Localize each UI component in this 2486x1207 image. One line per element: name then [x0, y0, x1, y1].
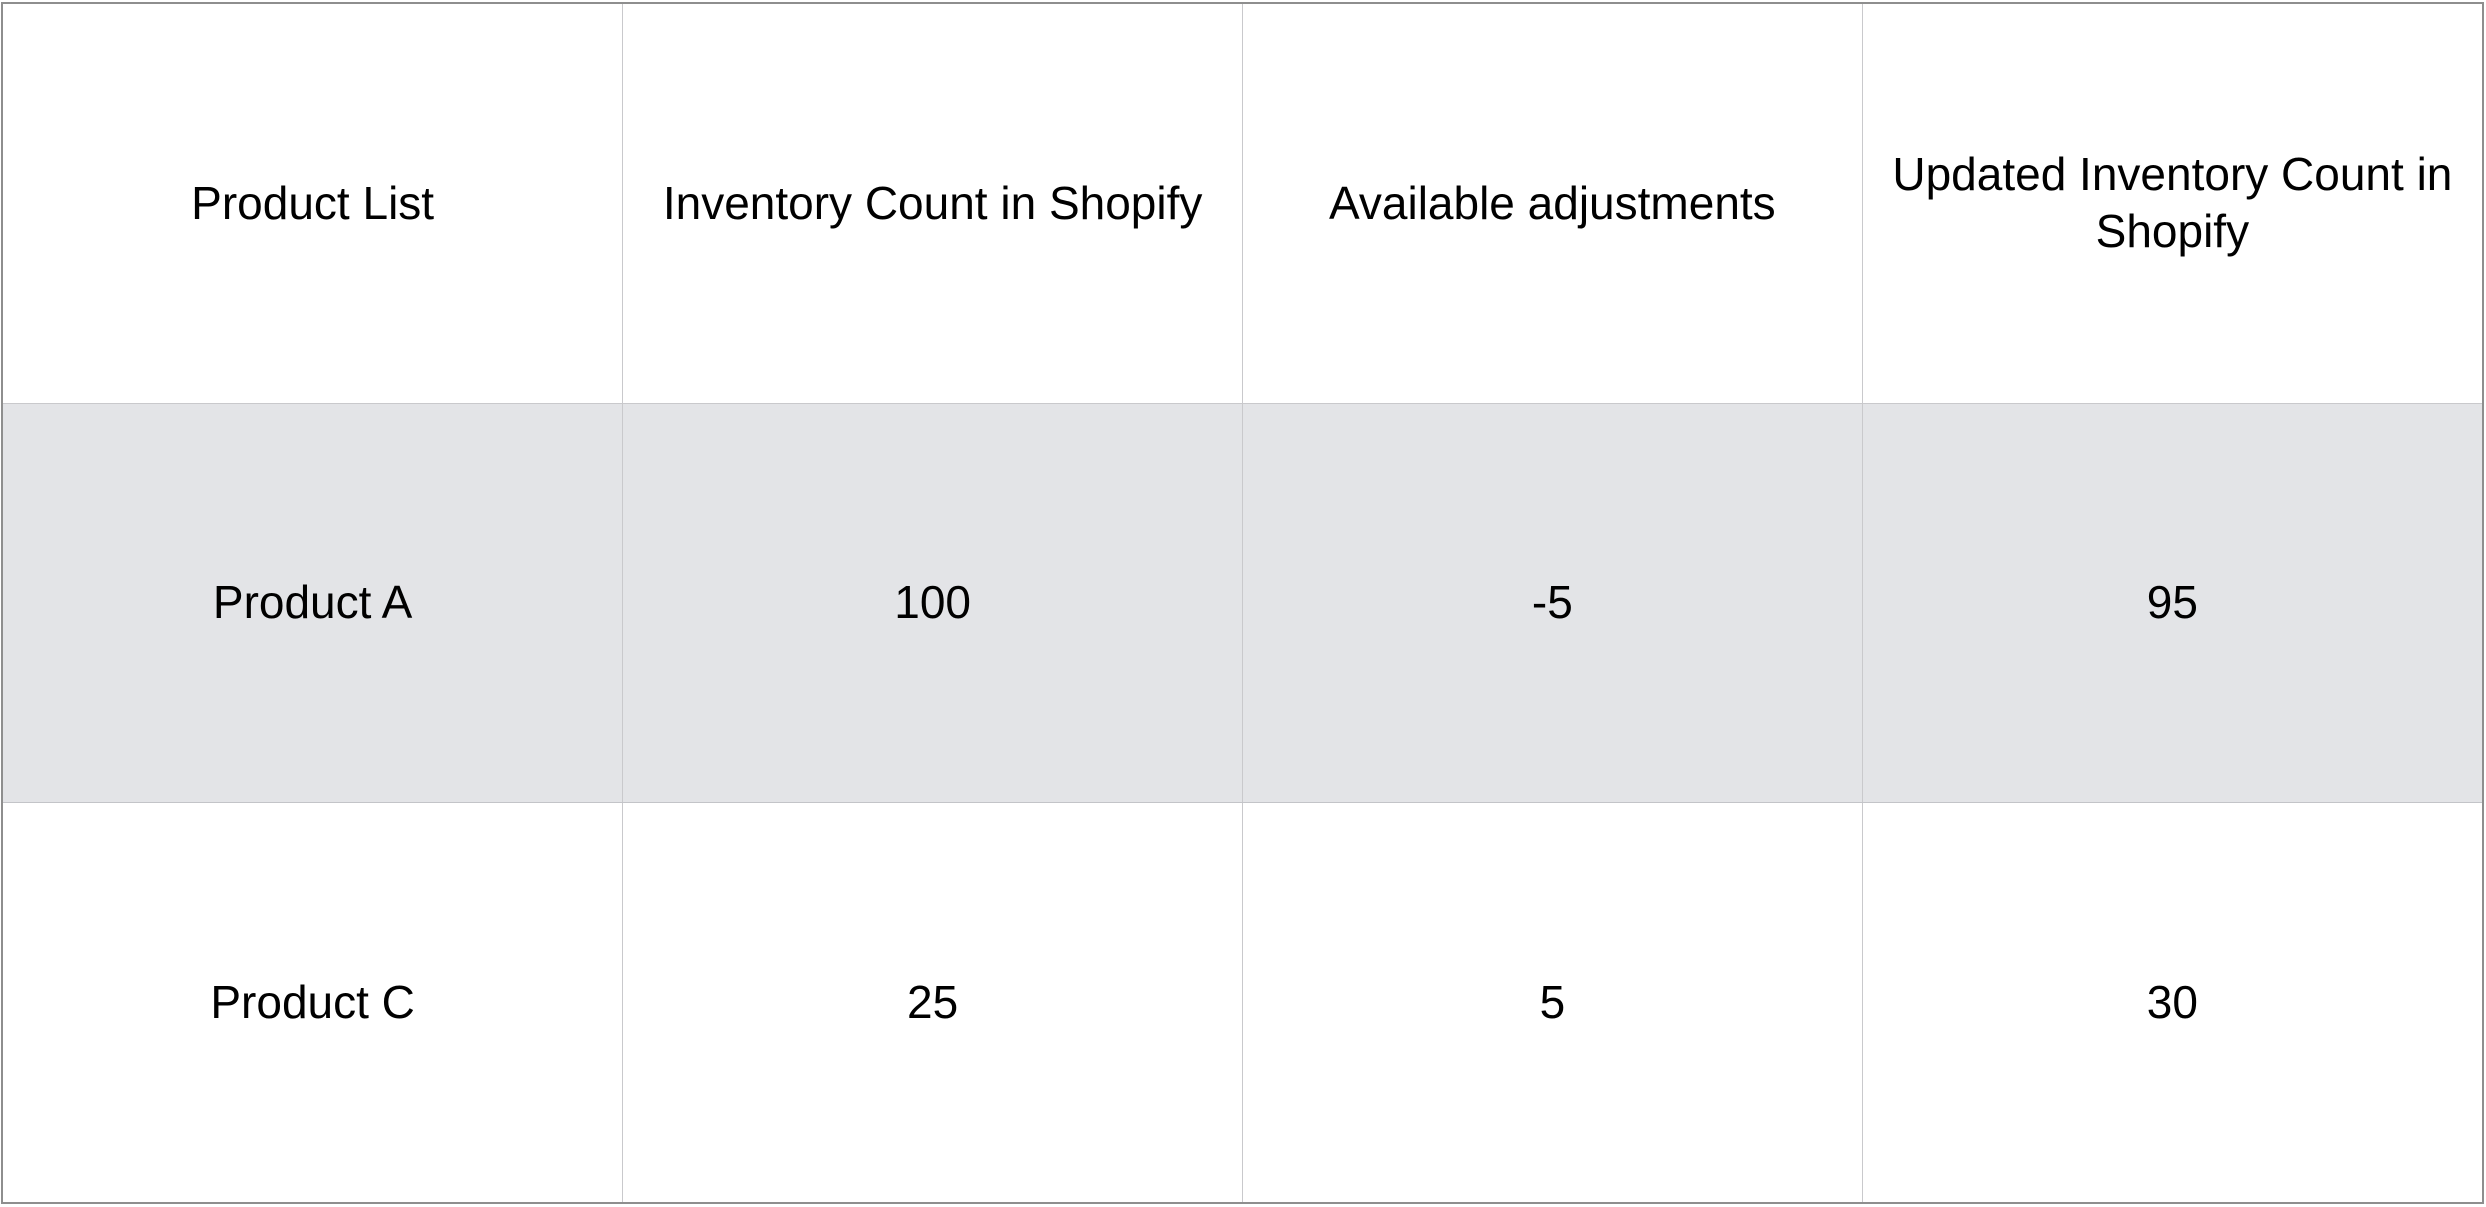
header-inventory-count: Inventory Count in Shopify: [622, 4, 1243, 404]
cell-product-name: Product C: [3, 802, 624, 1202]
header-product-list: Product List: [3, 4, 624, 404]
cell-updated-count: 30: [1861, 802, 2482, 1202]
inventory-table: Product List Inventory Count in Shopify …: [3, 4, 2482, 1202]
header-updated-inventory-count: Updated Inventory Count in Shopify: [1861, 4, 2482, 404]
cell-adjustment: 5: [1242, 802, 1863, 1202]
table-row: Product C 25 5 30: [3, 802, 2482, 1202]
cell-adjustment: -5: [1242, 402, 1863, 804]
cell-inventory-count: 100: [622, 402, 1243, 804]
header-available-adjustments: Available adjustments: [1242, 4, 1863, 404]
table-header-row: Product List Inventory Count in Shopify …: [3, 4, 2482, 404]
cell-product-name: Product A: [3, 402, 624, 804]
table-row: Product A 100 -5 95: [3, 402, 2482, 804]
cell-inventory-count: 25: [622, 802, 1243, 1202]
cell-updated-count: 95: [1861, 402, 2482, 804]
